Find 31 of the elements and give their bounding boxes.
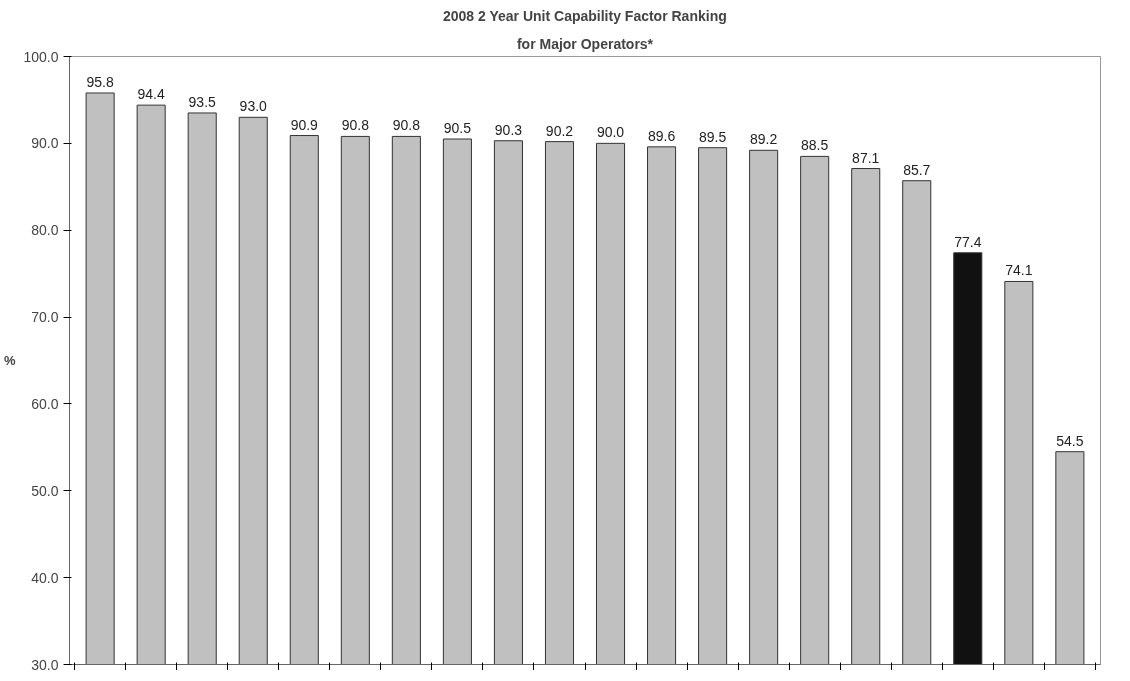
data-label: 54.5 (1056, 432, 1084, 449)
data-label: 90.2 (545, 122, 574, 139)
y-tick-label: 50.0 (31, 482, 59, 499)
data-label: 90.8 (392, 117, 421, 134)
y-tick-label: 100.0 (23, 48, 59, 65)
data-label: 89.6 (647, 127, 676, 144)
y-tick-label: 90.0 (31, 135, 59, 152)
data-label: 94.4 (137, 86, 165, 103)
data-label: 89.2 (750, 131, 778, 148)
data-label: 89.5 (698, 128, 727, 145)
data-label: 90.0 (596, 124, 625, 141)
y-tick-label: 70.0 (31, 309, 59, 326)
data-label: 77.4 (954, 233, 982, 250)
y-tick-label: 60.0 (31, 395, 59, 412)
data-label: 95.8 (86, 73, 114, 90)
data-label: 93.0 (239, 98, 268, 115)
data-label: 90.5 (443, 120, 472, 137)
chart-title: 2008 2 Year Unit Capability Factor Ranking (443, 7, 727, 24)
data-label: 74.1 (1005, 262, 1033, 279)
chart-subtitle: for Major Operators* (516, 35, 654, 52)
data-label: 93.5 (188, 93, 217, 110)
data-label: 88.5 (801, 137, 829, 154)
data-label: 85.7 (903, 161, 931, 178)
data-label: 90.8 (341, 117, 370, 134)
y-tick-label: 30.0 (31, 656, 59, 673)
y-axis-title: % (3, 353, 16, 368)
data-label: 87.1 (852, 149, 880, 166)
y-tick-label: 80.0 (31, 222, 59, 239)
y-tick-label: 40.0 (31, 569, 59, 586)
data-label: 90.3 (494, 121, 523, 138)
data-label: 90.9 (290, 116, 319, 133)
